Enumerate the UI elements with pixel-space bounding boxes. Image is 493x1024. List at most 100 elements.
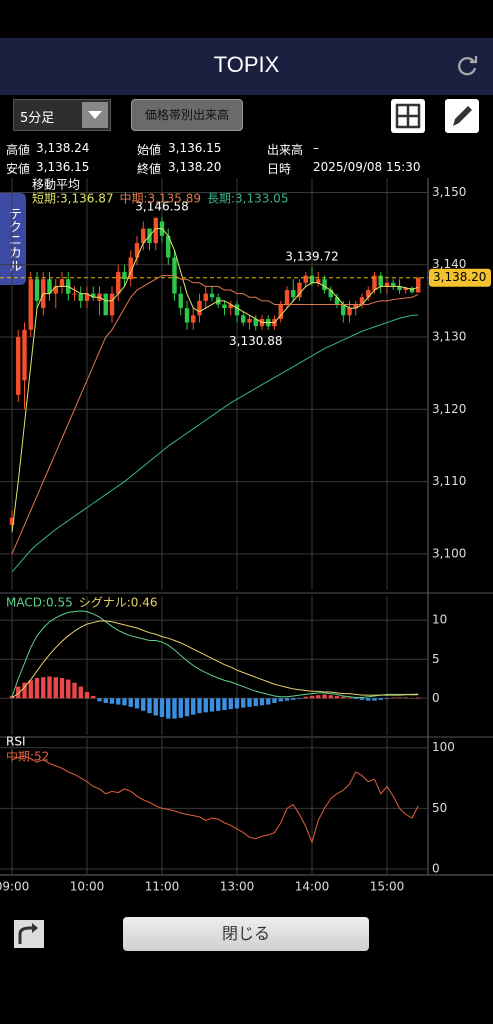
candle-body bbox=[16, 337, 21, 395]
dropdown-arrow bbox=[82, 102, 108, 128]
histogram-bar bbox=[147, 698, 152, 714]
candle-body bbox=[403, 287, 408, 291]
histogram-bar bbox=[178, 698, 183, 718]
interval-dropdown[interactable]: 5分足 bbox=[13, 99, 111, 131]
legend-label: 長期:3,133.05 bbox=[207, 192, 288, 206]
info-value: – bbox=[313, 141, 319, 155]
histogram-bar bbox=[172, 698, 177, 719]
candle-body bbox=[9, 517, 15, 525]
histogram-bar bbox=[216, 698, 221, 711]
histogram-bar bbox=[316, 695, 321, 699]
histogram-bar bbox=[153, 698, 158, 716]
histogram-bar bbox=[266, 698, 271, 705]
candle-body bbox=[234, 304, 240, 316]
candle-body bbox=[109, 293, 115, 316]
histogram-bar bbox=[359, 698, 365, 700]
candle-body bbox=[341, 304, 346, 316]
candle-body bbox=[166, 235, 171, 258]
histogram-bar bbox=[391, 697, 396, 699]
y-tick-label: 3,110 bbox=[432, 474, 466, 488]
histogram-bar bbox=[272, 698, 277, 703]
histogram-bar bbox=[41, 677, 46, 699]
histogram-bar bbox=[84, 692, 90, 699]
series-line bbox=[11, 228, 419, 533]
candle-body bbox=[391, 282, 396, 287]
histogram-bar bbox=[247, 698, 252, 707]
histogram-bar bbox=[253, 698, 258, 707]
x-tick-label: 09:00 bbox=[0, 880, 29, 894]
histogram-bar bbox=[328, 695, 333, 699]
x-tick-label: 13:00 bbox=[220, 880, 255, 894]
layout-icon[interactable] bbox=[390, 98, 426, 134]
draw-icon[interactable] bbox=[444, 98, 480, 134]
info-label: 高値 bbox=[6, 143, 31, 157]
series-line bbox=[11, 610, 419, 699]
candle-body bbox=[378, 275, 383, 287]
histogram-bar bbox=[284, 698, 290, 701]
x-tick-label: 14:00 bbox=[295, 880, 330, 894]
close-button[interactable]: 閉じる bbox=[123, 917, 369, 951]
histogram-bar bbox=[128, 698, 133, 707]
price-annotation: 3,139.72 bbox=[285, 249, 338, 263]
histogram-bar bbox=[159, 698, 165, 718]
last-price-label: 3,138.20 bbox=[433, 270, 486, 284]
histogram-bar bbox=[91, 695, 96, 699]
histogram-bar bbox=[166, 698, 171, 719]
back-icon[interactable] bbox=[10, 916, 48, 952]
candle-body bbox=[153, 217, 158, 244]
candle-body bbox=[241, 315, 246, 323]
interval-label: 5分足 bbox=[20, 111, 55, 126]
histogram-bar bbox=[78, 686, 83, 699]
candle-body bbox=[328, 290, 333, 298]
y-tick-label: 50 bbox=[432, 801, 447, 815]
info-value: 3,138.20 bbox=[168, 160, 222, 174]
histogram-bar bbox=[234, 698, 240, 709]
candle-body bbox=[409, 287, 415, 293]
volume-button[interactable]: 価格帯別出来高 bbox=[131, 99, 243, 131]
chart: 3,100 3,110 3,120 3,130 3,140 3,150 3,146.58 3,… bbox=[0, 178, 493, 894]
info-label: 日時 bbox=[267, 162, 292, 176]
candle-body bbox=[122, 271, 127, 280]
legend-label: シグナル:0.46 bbox=[79, 596, 158, 610]
y-tick-label: 3,100 bbox=[432, 546, 466, 560]
histogram-bar bbox=[109, 698, 115, 704]
candle-body bbox=[209, 293, 215, 298]
y-tick-label: 3,150 bbox=[432, 185, 466, 199]
histogram-bar bbox=[222, 698, 227, 711]
y-tick-label: 3,140 bbox=[432, 257, 466, 271]
info-label: 始値 bbox=[137, 143, 162, 157]
histogram-bar bbox=[403, 697, 408, 699]
price-annotation: 3,130.88 bbox=[229, 334, 282, 348]
last-price-tag bbox=[429, 268, 491, 287]
legend-title: 移動平均 bbox=[32, 178, 80, 192]
y-tick-label: 0 bbox=[432, 691, 440, 705]
histogram-bar bbox=[134, 698, 140, 709]
histogram-bar bbox=[309, 695, 315, 699]
candle-body bbox=[72, 293, 77, 295]
legend-label: MACD:0.55 bbox=[6, 596, 73, 610]
candle-body bbox=[297, 282, 302, 298]
histogram-bar bbox=[259, 698, 265, 706]
histogram-bar bbox=[22, 682, 27, 699]
price-annotation: 3,146.58 bbox=[135, 200, 188, 214]
info-value: 3,136.15 bbox=[168, 141, 222, 155]
legend-label: 中期:3,135.89 bbox=[119, 191, 200, 206]
candle-body bbox=[103, 293, 108, 316]
legend-label: 短期:3,136.87 bbox=[32, 192, 113, 206]
info-value: 2025/09/08 15:30 bbox=[313, 160, 421, 174]
candle-body bbox=[116, 271, 121, 294]
histogram-bar bbox=[72, 682, 77, 699]
x-tick-label: 15:00 bbox=[370, 880, 405, 894]
candle-body bbox=[53, 286, 58, 294]
candle-body bbox=[247, 318, 252, 323]
technical-tab[interactable]: テクニカル bbox=[0, 193, 26, 285]
y-tick-label: 0 bbox=[432, 861, 440, 875]
candle-body bbox=[278, 304, 283, 319]
y-tick-label: 10 bbox=[432, 613, 447, 627]
y-tick-label: 3,130 bbox=[432, 330, 466, 344]
histogram-bar bbox=[378, 698, 383, 700]
candle-body bbox=[28, 279, 33, 330]
histogram-bar bbox=[197, 698, 202, 714]
refresh-icon[interactable] bbox=[455, 54, 479, 78]
histogram-bar bbox=[322, 694, 327, 699]
